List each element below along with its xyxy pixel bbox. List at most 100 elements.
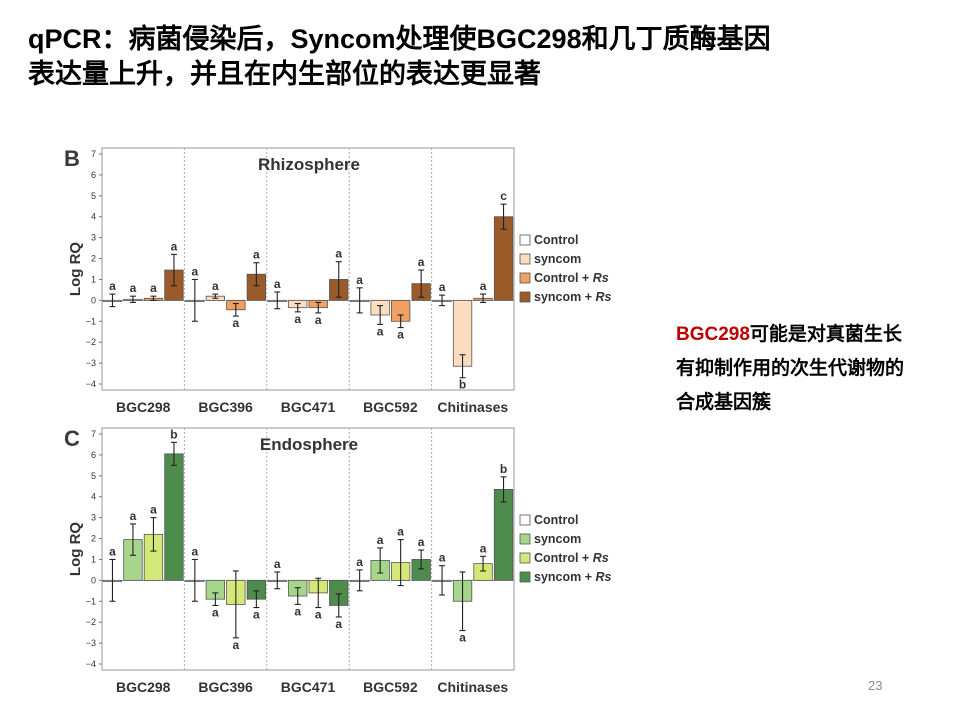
significance-letter: a: [171, 239, 178, 253]
significance-letter: a: [459, 631, 466, 645]
slide-title-line-2: 表达量上升，并且在内生部位的表达更显著: [28, 59, 541, 89]
significance-letter: a: [150, 503, 157, 517]
slide-title: qPCR：病菌侵染后，Syncom处理使BGC298和几丁质酶基因 表达量上升，…: [28, 22, 938, 92]
legend-label: Control: [534, 233, 578, 247]
chart-title: Endosphere: [260, 435, 358, 454]
category-label: BGC396: [198, 679, 253, 694]
y-tick-label: 4: [91, 492, 96, 502]
note-highlight: BGC298: [676, 324, 750, 345]
legend-label: Control + Rs: [534, 271, 609, 285]
significance-letter: a: [233, 638, 240, 652]
significance-letter: a: [480, 279, 487, 293]
chart-panel-rhizosphere: B Log RQ −4 −3 −2 −1 0 1 2 3 4 5 6 7 Rhizosphere BGC298…: [64, 146, 612, 415]
significance-letter: a: [109, 279, 116, 293]
y-tick-label: 7: [91, 429, 96, 439]
chart-title: Rhizosphere: [258, 155, 360, 174]
legend-swatch: [519, 552, 531, 564]
bar: [493, 489, 514, 581]
qpcr-charts-svg: B Log RQ −4 −3 −2 −1 0 1 2 3 4 5 6 7 Rhizosphere BGC298…: [64, 146, 612, 694]
category-label: BGC298: [116, 679, 171, 694]
y-tick-label: 6: [91, 170, 96, 180]
legend-swatch: [519, 514, 531, 526]
significance-letter: a: [418, 535, 425, 549]
y-tick-label: −3: [86, 358, 96, 368]
significance-letter: a: [356, 273, 363, 287]
y-tick-label: 2: [91, 534, 96, 544]
legend-swatch: [519, 234, 531, 246]
qpcr-figure: B Log RQ −4 −3 −2 −1 0 1 2 3 4 5 6 7 Rhizosphere BGC298…: [56, 128, 666, 694]
significance-letter: a: [439, 280, 446, 294]
y-tick-label: 3: [91, 233, 96, 243]
chart-panel-endosphere: C Log RQ −4 −3 −2 −1 0 1 2 3 4 5 6 7 Endosphere BGC298 B…: [64, 426, 612, 694]
y-tick-label: 2: [91, 254, 96, 264]
note-text: 可能是对真菌生长有抑制作用的次生代谢物的合成基因簇: [676, 324, 905, 413]
legend-label: Control: [534, 513, 578, 527]
legend-label: syncom + Rs: [534, 570, 612, 584]
panel-letter: C: [64, 426, 80, 451]
significance-letter: a: [294, 604, 301, 618]
significance-letter: a: [397, 328, 404, 342]
category-label: BGC396: [198, 399, 253, 415]
plot-frame: [101, 147, 515, 391]
y-tick-label: 0: [91, 575, 96, 585]
category-label: BGC298: [116, 399, 171, 415]
y-tick-label: 1: [91, 554, 96, 564]
significance-letter: a: [315, 313, 322, 327]
significance-letter: a: [356, 555, 363, 569]
significance-letter: a: [130, 509, 137, 523]
significance-letter: a: [315, 608, 322, 622]
legend-label: syncom + Rs: [534, 290, 612, 304]
significance-letter: a: [212, 605, 219, 619]
significance-letter: c: [500, 189, 507, 203]
y-axis-label: Log RQ: [67, 522, 84, 576]
y-tick-label: 3: [91, 513, 96, 523]
category-label: BGC471: [281, 679, 336, 694]
significance-letter: a: [377, 324, 384, 338]
slide-title-line-1: qPCR：病菌侵染后，Syncom处理使BGC298和几丁质酶基因: [28, 24, 771, 54]
legend-swatch: [519, 533, 531, 545]
significance-letter: b: [500, 462, 507, 476]
significance-letter: a: [253, 248, 260, 262]
y-tick-label: 5: [91, 471, 96, 481]
significance-letter: a: [212, 279, 219, 293]
category-label: BGC592: [363, 399, 418, 415]
significance-letter: a: [150, 281, 157, 295]
significance-letter: a: [377, 533, 384, 547]
y-axis-label: Log RQ: [67, 242, 84, 296]
legend-label: syncom: [534, 532, 581, 546]
plot-frame: [101, 427, 515, 671]
legend-label: syncom: [534, 252, 581, 266]
y-tick-label: 7: [91, 149, 96, 159]
y-tick-label: −2: [86, 337, 96, 347]
legend-label: Control + Rs: [534, 551, 609, 565]
significance-letter: a: [480, 541, 487, 555]
significance-letter: a: [253, 608, 260, 622]
y-tick-label: −4: [86, 379, 96, 389]
y-tick-label: 0: [91, 295, 96, 305]
significance-letter: b: [459, 378, 466, 392]
significance-letter: a: [109, 544, 116, 558]
significance-letter: a: [418, 255, 425, 269]
y-tick-label: 1: [91, 274, 96, 284]
bar: [164, 453, 184, 581]
y-tick-label: −2: [86, 617, 96, 627]
y-tick-label: −4: [86, 659, 96, 669]
significance-letter: a: [192, 264, 199, 278]
significance-letter: b: [170, 427, 177, 441]
significance-letter: a: [335, 247, 342, 261]
category-label: Chitinases: [437, 679, 508, 694]
y-tick-label: −1: [86, 596, 96, 606]
legend-swatch: [519, 272, 531, 284]
significance-letter: a: [294, 312, 301, 326]
legend-swatch: [519, 291, 531, 303]
y-tick-label: −3: [86, 638, 96, 648]
significance-letter: a: [274, 277, 281, 291]
side-note: BGC298可能是对真菌生长有抑制作用的次生代谢物的合成基因簇: [676, 318, 916, 420]
y-tick-label: 5: [91, 191, 96, 201]
significance-letter: a: [439, 551, 446, 565]
legend-swatch: [519, 253, 531, 265]
significance-letter: a: [335, 617, 342, 631]
category-label: Chitinases: [437, 399, 508, 415]
significance-letter: a: [274, 557, 281, 571]
significance-letter: a: [130, 281, 137, 295]
